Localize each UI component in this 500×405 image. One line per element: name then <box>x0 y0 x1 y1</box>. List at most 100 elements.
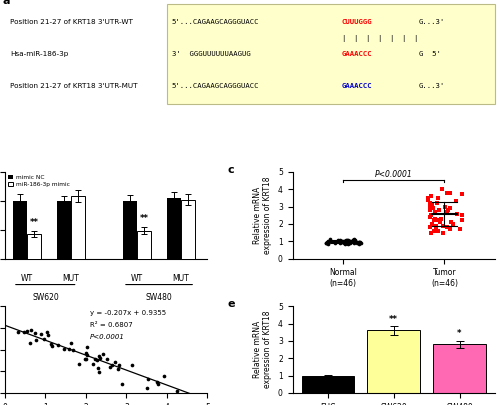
Point <box>430 205 438 211</box>
Point <box>443 224 451 230</box>
Point <box>96 354 104 361</box>
Point <box>441 203 449 210</box>
Point <box>356 239 364 245</box>
Text: R² = 0.6807: R² = 0.6807 <box>90 322 133 328</box>
Point <box>433 200 441 207</box>
Point <box>108 362 116 369</box>
Point <box>22 328 30 335</box>
Bar <box>71 196 85 258</box>
Point <box>345 238 353 244</box>
Point <box>426 212 434 218</box>
Point <box>82 356 90 362</box>
Text: **: ** <box>140 214 148 223</box>
Point <box>110 358 118 365</box>
Point <box>346 238 354 245</box>
Point <box>341 241 349 247</box>
Point <box>36 330 44 337</box>
Point <box>114 362 122 368</box>
Point <box>430 228 438 234</box>
Text: P<0.0001: P<0.0001 <box>375 170 412 179</box>
Point <box>102 356 110 362</box>
Point <box>344 239 351 246</box>
Point <box>352 239 360 245</box>
Point <box>173 388 181 394</box>
Point <box>343 240 351 246</box>
Point <box>60 346 68 352</box>
Point <box>427 229 435 236</box>
Point <box>99 351 107 357</box>
Point <box>354 239 362 246</box>
Point <box>430 217 438 224</box>
Point <box>452 198 460 205</box>
Point <box>346 240 354 247</box>
Point <box>428 221 436 227</box>
Point <box>330 239 338 246</box>
Point <box>336 237 344 244</box>
Point <box>438 186 446 192</box>
Point <box>324 241 332 247</box>
Point <box>426 214 434 220</box>
Point <box>322 240 330 247</box>
Point <box>443 190 451 196</box>
Point <box>40 335 48 342</box>
Text: P<0.0001: P<0.0001 <box>90 334 125 340</box>
Point <box>436 207 444 213</box>
Bar <box>137 231 151 258</box>
Point <box>334 237 342 244</box>
Text: WT: WT <box>131 274 143 283</box>
Text: MUT: MUT <box>172 274 190 283</box>
Point <box>448 219 456 226</box>
Point <box>426 203 434 210</box>
Bar <box>57 201 71 258</box>
Point <box>84 344 92 350</box>
Point <box>26 339 34 346</box>
Text: MUT: MUT <box>62 274 80 283</box>
Point <box>341 238 349 245</box>
Point <box>431 209 439 215</box>
Point <box>350 235 358 242</box>
Point <box>352 237 360 244</box>
Point <box>114 366 122 373</box>
Point <box>30 330 38 337</box>
Point <box>160 373 168 379</box>
Point <box>458 191 466 198</box>
Point <box>432 215 440 222</box>
Bar <box>181 200 195 258</box>
Point <box>424 196 432 203</box>
Point <box>75 361 83 368</box>
Point <box>94 364 102 371</box>
Point <box>92 356 100 362</box>
Text: |: | <box>354 35 357 42</box>
Text: |: | <box>342 35 345 42</box>
Point <box>338 239 345 245</box>
Text: G...3': G...3' <box>419 19 446 25</box>
Point <box>144 376 152 382</box>
Point <box>347 239 355 245</box>
Point <box>439 222 447 229</box>
Bar <box>368 330 420 393</box>
Point <box>325 239 333 245</box>
Point <box>93 357 101 363</box>
Point <box>68 347 76 353</box>
Point <box>439 229 447 236</box>
Point <box>44 332 52 339</box>
Text: *: * <box>458 329 462 339</box>
Text: G  5': G 5' <box>419 51 441 57</box>
Bar <box>123 201 137 258</box>
Point <box>456 226 464 232</box>
Point <box>434 195 442 201</box>
Text: |: | <box>402 35 405 42</box>
Bar <box>27 234 41 258</box>
Point <box>323 239 331 245</box>
Point <box>54 342 62 349</box>
Text: e: e <box>228 299 235 309</box>
Point <box>354 239 362 245</box>
Point <box>340 240 348 247</box>
Text: G...3': G...3' <box>419 83 446 90</box>
Text: |: | <box>378 35 381 42</box>
Point <box>342 238 349 244</box>
Text: |: | <box>390 35 393 42</box>
Point <box>154 381 162 388</box>
Point <box>336 240 344 247</box>
Point <box>95 353 103 359</box>
